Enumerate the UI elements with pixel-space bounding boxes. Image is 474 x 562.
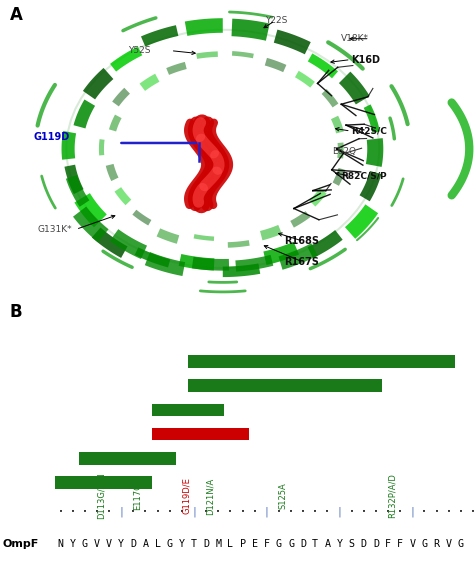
Bar [55, 477, 152, 489]
Text: F: F [397, 538, 403, 549]
Text: G119D: G119D [33, 132, 69, 142]
Text: V: V [446, 538, 452, 549]
Text: •: • [240, 509, 245, 515]
Text: Y: Y [179, 538, 185, 549]
Text: •: • [59, 509, 63, 515]
Text: S: S [349, 538, 355, 549]
Text: G: G [276, 538, 282, 549]
Text: D: D [373, 538, 379, 549]
Bar [188, 355, 455, 368]
Text: •: • [131, 509, 136, 515]
Text: •: • [386, 509, 390, 515]
Text: P: P [239, 538, 246, 549]
Text: R42S/C: R42S/C [351, 126, 387, 135]
Text: R167S: R167S [284, 257, 319, 267]
Text: E: E [252, 538, 258, 549]
Text: R: R [434, 538, 439, 549]
Text: •: • [83, 509, 87, 515]
Text: •: • [228, 509, 232, 515]
Text: OmpF: OmpF [2, 538, 38, 549]
Text: M: M [215, 538, 221, 549]
Text: G: G [167, 538, 173, 549]
Text: D: D [130, 538, 137, 549]
Text: G: G [458, 538, 464, 549]
Text: F: F [264, 538, 270, 549]
Text: D121N/A: D121N/A [206, 477, 215, 515]
Text: Y52S: Y52S [128, 46, 150, 55]
Text: A: A [324, 538, 330, 549]
Text: |: | [264, 506, 270, 517]
Text: |: | [410, 506, 415, 517]
Text: N: N [57, 538, 64, 549]
Text: G119D/E: G119D/E [182, 478, 191, 514]
Text: •: • [398, 509, 402, 515]
Bar [188, 379, 382, 392]
Text: V18K*: V18K* [341, 34, 369, 43]
Text: •: • [459, 509, 463, 515]
Text: •: • [301, 509, 305, 515]
Text: •: • [362, 509, 366, 515]
Text: •: • [155, 509, 160, 515]
Text: |: | [118, 506, 124, 517]
Text: Y: Y [337, 538, 343, 549]
Text: •: • [71, 509, 75, 515]
Text: •: • [216, 509, 220, 515]
Text: G: G [421, 538, 428, 549]
Text: •: • [107, 509, 111, 515]
Text: •: • [313, 509, 317, 515]
Text: •: • [277, 509, 281, 515]
Text: G: G [82, 538, 88, 549]
Text: D: D [300, 538, 306, 549]
Text: •: • [326, 509, 329, 515]
Bar [152, 404, 224, 416]
Text: V: V [94, 538, 100, 549]
Text: F: F [385, 538, 391, 549]
Text: •: • [289, 509, 293, 515]
Text: G: G [288, 538, 294, 549]
Text: •: • [350, 509, 354, 515]
Text: B: B [9, 303, 22, 321]
Text: V: V [106, 538, 112, 549]
Text: •: • [435, 509, 438, 515]
Bar [79, 452, 176, 465]
Text: •: • [422, 509, 427, 515]
Text: L: L [228, 538, 233, 549]
Text: L: L [155, 538, 161, 549]
Text: T: T [312, 538, 318, 549]
Text: •: • [168, 509, 172, 515]
Text: E62Q: E62Q [332, 147, 356, 156]
Text: •: • [204, 509, 208, 515]
Text: A: A [9, 6, 22, 24]
Text: K16D: K16D [351, 55, 380, 65]
Text: •: • [471, 509, 474, 515]
Text: R168S: R168S [284, 236, 319, 246]
Text: D: D [361, 538, 367, 549]
Text: •: • [374, 509, 378, 515]
Text: •: • [95, 509, 99, 515]
Text: Y: Y [118, 538, 124, 549]
Text: D113G/A/N: D113G/A/N [97, 473, 106, 519]
Text: Y: Y [70, 538, 76, 549]
Text: |: | [337, 506, 343, 517]
Text: |: | [191, 506, 197, 517]
Text: A: A [143, 538, 148, 549]
Text: R82C/S/P: R82C/S/P [341, 171, 387, 180]
Text: E117Q: E117Q [133, 482, 142, 510]
Text: S125A: S125A [279, 483, 288, 509]
Text: R132P/A/D: R132P/A/D [388, 474, 397, 518]
Text: •: • [180, 509, 184, 515]
Text: Y22S: Y22S [265, 16, 288, 25]
Text: •: • [253, 509, 256, 515]
Bar [152, 428, 248, 441]
Text: G131K*: G131K* [38, 225, 73, 234]
Text: •: • [144, 509, 147, 515]
Text: •: • [447, 509, 451, 515]
Text: T: T [191, 538, 197, 549]
Text: V: V [410, 538, 415, 549]
Text: D: D [203, 538, 209, 549]
